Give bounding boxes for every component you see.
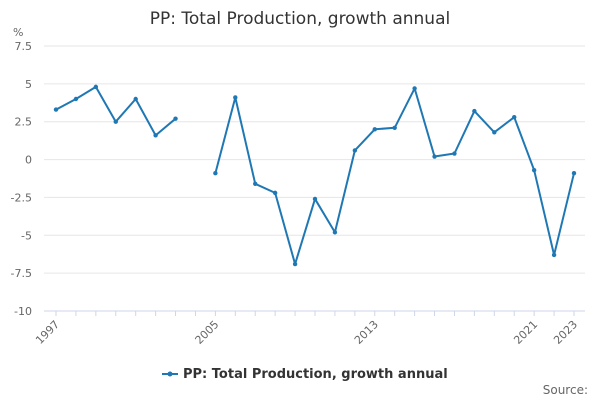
data-point[interactable] xyxy=(292,261,298,267)
axes xyxy=(44,310,585,316)
data-point[interactable] xyxy=(352,148,358,153)
series-lines xyxy=(55,85,575,266)
y-tick-label: -7.5 xyxy=(11,267,32,280)
data-point[interactable] xyxy=(253,181,258,186)
x-tick-labels: 1997 2005 2013 2021 2023 xyxy=(33,318,580,347)
data-point[interactable] xyxy=(173,116,178,121)
series-line-segment xyxy=(55,85,177,137)
x-tick-label: 2005 xyxy=(193,318,222,347)
y-axis-unit-label: % xyxy=(13,26,23,39)
data-point[interactable] xyxy=(213,171,218,176)
data-point[interactable] xyxy=(571,171,577,176)
data-point[interactable] xyxy=(153,133,158,138)
y-tick-label: -5 xyxy=(21,229,32,242)
data-point[interactable] xyxy=(53,107,59,112)
y-tick-label: -2.5 xyxy=(11,191,32,204)
y-tick-label: 2.5 xyxy=(15,116,33,129)
series-points xyxy=(53,84,577,267)
data-point[interactable] xyxy=(392,125,397,130)
legend-label: PP: Total Production, growth annual xyxy=(183,367,448,382)
data-point[interactable] xyxy=(133,96,138,102)
data-point[interactable] xyxy=(372,127,377,132)
x-tick-label: 2013 xyxy=(352,318,381,347)
data-point[interactable] xyxy=(432,154,437,159)
legend-dot-marker xyxy=(167,371,173,377)
legend[interactable]: PP: Total Production, growth annual xyxy=(162,367,448,382)
data-point[interactable] xyxy=(332,230,338,235)
data-point[interactable] xyxy=(272,190,278,196)
data-point[interactable] xyxy=(512,114,517,120)
data-point[interactable] xyxy=(551,252,557,258)
y-tick-label: 0 xyxy=(25,154,32,167)
data-point[interactable] xyxy=(113,119,118,124)
data-point[interactable] xyxy=(531,167,537,173)
data-point[interactable] xyxy=(312,196,318,202)
data-point[interactable] xyxy=(93,84,99,90)
source-label[interactable]: Source: xyxy=(543,383,588,397)
data-point[interactable] xyxy=(233,95,238,100)
y-tick-label: 5 xyxy=(25,78,32,91)
series-line-segment xyxy=(214,87,575,266)
data-point[interactable] xyxy=(492,130,497,135)
x-tick-label: 2021 xyxy=(511,318,540,347)
y-tick-label: -10 xyxy=(14,305,32,318)
data-point[interactable] xyxy=(452,151,457,156)
data-point[interactable] xyxy=(472,108,477,114)
data-point[interactable] xyxy=(412,86,417,91)
x-tick-label: 1997 xyxy=(33,318,62,347)
y-tick-label: 7.5 xyxy=(15,40,33,53)
y-tick-labels: 7.5 5 2.5 0 -2.5 -5 -7.5 -10 xyxy=(11,40,32,318)
chart-title: PP: Total Production, growth annual xyxy=(150,9,450,29)
data-point[interactable] xyxy=(73,96,79,102)
gridlines xyxy=(44,45,585,312)
x-tick-label: 2023 xyxy=(551,318,580,347)
